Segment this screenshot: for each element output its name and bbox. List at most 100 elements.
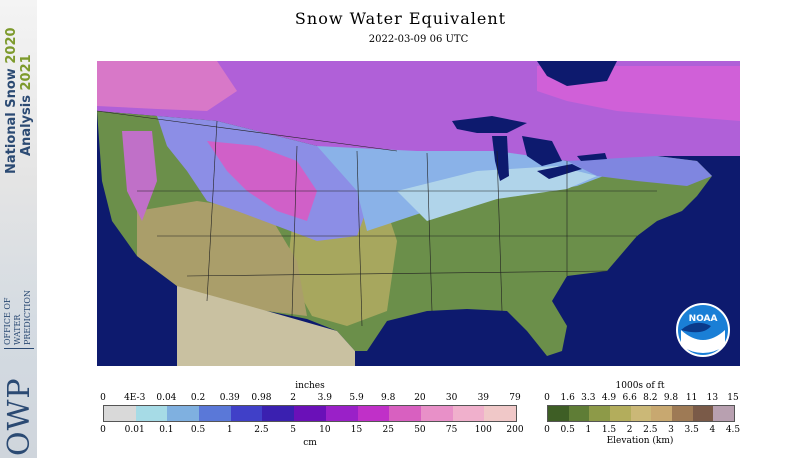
elev-color-cell <box>610 406 631 421</box>
elev-km-tick: 3 <box>668 425 674 435</box>
lake-michigan <box>492 136 509 181</box>
southwest-desert <box>137 201 307 316</box>
swe-cm-tick: 100 <box>474 425 492 435</box>
swe-cm-tick: 0.1 <box>159 425 174 435</box>
elev-color-cell <box>713 406 735 421</box>
swe-cm-tick: 0 <box>100 425 106 435</box>
lake-erie <box>537 164 582 179</box>
swe-inch-tick: 39 <box>477 393 490 403</box>
elev-ft-tick: 11 <box>685 393 698 403</box>
swe-legend-top-unit: inches <box>295 381 325 391</box>
swe-cm-tick: 0.5 <box>190 425 206 435</box>
elev-color-cell <box>651 406 673 421</box>
swe-cm-tick: 2.5 <box>254 425 269 435</box>
elev-color-cell <box>548 406 569 421</box>
swe-cm-tick: 75 <box>445 425 458 435</box>
swe-color-cell <box>135 406 168 421</box>
swe-inch-tick: 79 <box>509 393 521 403</box>
elev-ft-tick: 13 <box>706 393 719 403</box>
owp-logo: OWP <box>2 377 37 456</box>
nsa-title-line2: Analysis 2021 <box>19 54 34 156</box>
swe-color-cell <box>199 406 231 421</box>
swe-color-cell <box>389 406 421 421</box>
elev-km-tick: 2 <box>626 425 633 435</box>
elev-color-cell <box>568 406 590 421</box>
swe-inch-tick: 5.9 <box>349 393 364 403</box>
elev-km-tick: 1.5 <box>601 425 617 435</box>
owp-divider <box>4 348 34 349</box>
swe-cm-tick: 0.01 <box>124 425 145 435</box>
swe-inch-tick: 2 <box>290 393 297 403</box>
swe-color-cell <box>230 406 263 421</box>
owp-line1: OFFICE OF <box>3 297 12 345</box>
elev-ft-tick: 0 <box>544 393 550 403</box>
elev-km-tick: 0.5 <box>560 425 575 435</box>
elev-color-cell <box>589 406 611 421</box>
swe-color-cell <box>325 406 358 421</box>
swe-color-cell <box>104 406 136 421</box>
swe-cm-tick: 25 <box>382 425 394 435</box>
nsa-year1: 2020 <box>4 27 19 64</box>
elev-km-tick: 1 <box>585 425 592 435</box>
swe-map: NOAA <box>97 61 740 366</box>
lake-superior <box>452 116 527 133</box>
swe-inch-tick: 9.8 <box>381 393 396 403</box>
state-borders <box>97 110 657 327</box>
nsa-title-line1: National Snow 2020 <box>4 27 19 174</box>
midwest-snow-light <box>397 166 597 221</box>
northeast-snow <box>567 156 712 186</box>
elev-legend-top-unit: 1000s of ft <box>615 381 665 391</box>
elev-legend-bottom-unit: Elevation (km) <box>606 436 674 446</box>
swe-color-cell <box>484 406 516 421</box>
swe-color-cell <box>357 406 390 421</box>
swe-legend-bottom-unit: cm <box>303 438 317 448</box>
swe-color-cell <box>420 406 453 421</box>
hudson-bay <box>537 61 617 86</box>
swe-cm-tick: 50 <box>414 425 426 435</box>
swe-map-graphic <box>97 61 740 366</box>
swe-color-cell <box>262 406 295 421</box>
swe-inch-tick: 0.98 <box>251 393 272 403</box>
swe-inch-tick: 4E-3 <box>124 393 146 403</box>
swe-cm-tick: 1 <box>226 425 233 435</box>
swe-cm-tick: 10 <box>319 425 331 435</box>
swe-inch-tick: 0.39 <box>219 393 240 403</box>
noaa-logo: NOAA <box>676 303 730 357</box>
swe-color-cell <box>294 406 326 421</box>
elev-km-tick: 3.5 <box>684 425 699 435</box>
rockies-snow-pink <box>207 141 317 221</box>
elev-km-tick: 4.5 <box>725 425 741 435</box>
map-title: Snow Water Equivalent <box>294 9 507 28</box>
swe-inch-tick: 0.04 <box>156 393 177 403</box>
elev-ft-tick: 6.6 <box>622 393 637 403</box>
elev-ft-tick: 8.2 <box>643 393 658 403</box>
elev-ft-tick: 1.6 <box>560 393 575 403</box>
nsa-title-text1: National Snow <box>4 63 19 174</box>
owp-line2: WATER <box>13 314 22 345</box>
swe-color-bar <box>103 405 517 422</box>
swe-color-cell <box>167 406 200 421</box>
mexico-land <box>177 286 355 366</box>
elev-ft-tick: 4.9 <box>601 393 617 403</box>
sidebar-branding: National Snow 2020 Analysis 2021 OWP OFF… <box>0 0 37 458</box>
elev-km-tick: 2.5 <box>643 425 658 435</box>
swe-cm-tick: 200 <box>506 425 524 435</box>
map-datetime: 2022-03-09 06 UTC <box>368 34 469 45</box>
lake-huron <box>522 136 562 166</box>
elev-km-tick: 0 <box>544 425 550 435</box>
swe-inch-tick: 0 <box>100 393 106 403</box>
elev-color-cell <box>672 406 693 421</box>
nsa-year2: 2021 <box>19 54 34 91</box>
cascades-snow <box>122 131 157 221</box>
swe-cm-tick: 15 <box>350 425 363 435</box>
swe-inch-tick: 3.9 <box>317 393 333 403</box>
swe-cm-tick: 5 <box>290 425 297 435</box>
elev-color-bar <box>547 405 735 422</box>
swe-inch-tick: 30 <box>445 393 458 403</box>
swe-inch-tick: 0.2 <box>190 393 206 403</box>
noaa-logo-text: NOAA <box>689 314 718 324</box>
swe-inch-tick: 20 <box>414 393 426 403</box>
lake-ontario <box>577 153 607 161</box>
elev-km-tick: 4 <box>709 425 716 435</box>
elev-color-cell <box>692 406 714 421</box>
